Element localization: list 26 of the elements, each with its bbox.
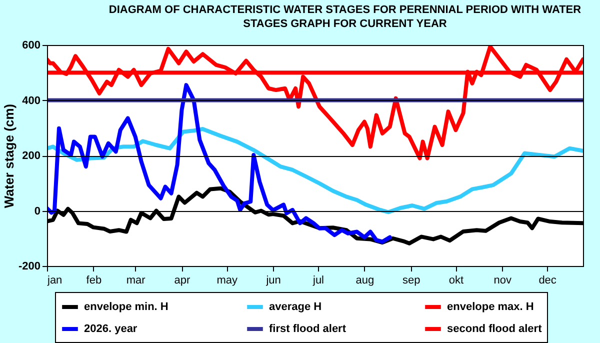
x-tick-label: okt — [448, 274, 464, 286]
y-tick-label: 0 — [34, 205, 40, 218]
legend-label: envelope max. H — [447, 301, 534, 313]
legend-label: second flood alert — [447, 323, 542, 335]
x-tick-label: apr — [174, 274, 191, 286]
y-tick-label: 600 — [22, 40, 40, 52]
x-tick-label: jun — [265, 274, 281, 286]
x-tick-label: sep — [402, 274, 420, 286]
x-tick-label: jul — [312, 274, 324, 286]
legend-label: envelope min. H — [84, 301, 168, 313]
x-tick-label: jan — [46, 274, 62, 286]
line-series — [47, 83, 392, 244]
x-tick-label: feb — [86, 274, 102, 286]
y-tick-label: -200 — [18, 260, 40, 272]
x-tick-label: may — [216, 274, 238, 286]
legend-label: first flood alert — [269, 323, 346, 335]
y-axis-title: Water stage (cm) — [1, 104, 16, 208]
x-tick-label: dec — [538, 274, 557, 286]
y-tick-label: 200 — [22, 150, 40, 162]
x-tick-label: mar — [126, 274, 146, 286]
legend-label: 2026. year — [84, 323, 138, 335]
legend-label: average H — [269, 301, 322, 313]
chart-title: DIAGRAM OF CHARACTERISTIC WATER STAGES FOR PERENNIAL PERIOD WITH WATER STAGES GRAPH FOR CURRENT YEAR — [108, 4, 582, 30]
x-tick-label: aug — [356, 274, 374, 286]
x-tick-label: nov — [494, 274, 512, 286]
y-tick-label: 400 — [22, 94, 40, 107]
